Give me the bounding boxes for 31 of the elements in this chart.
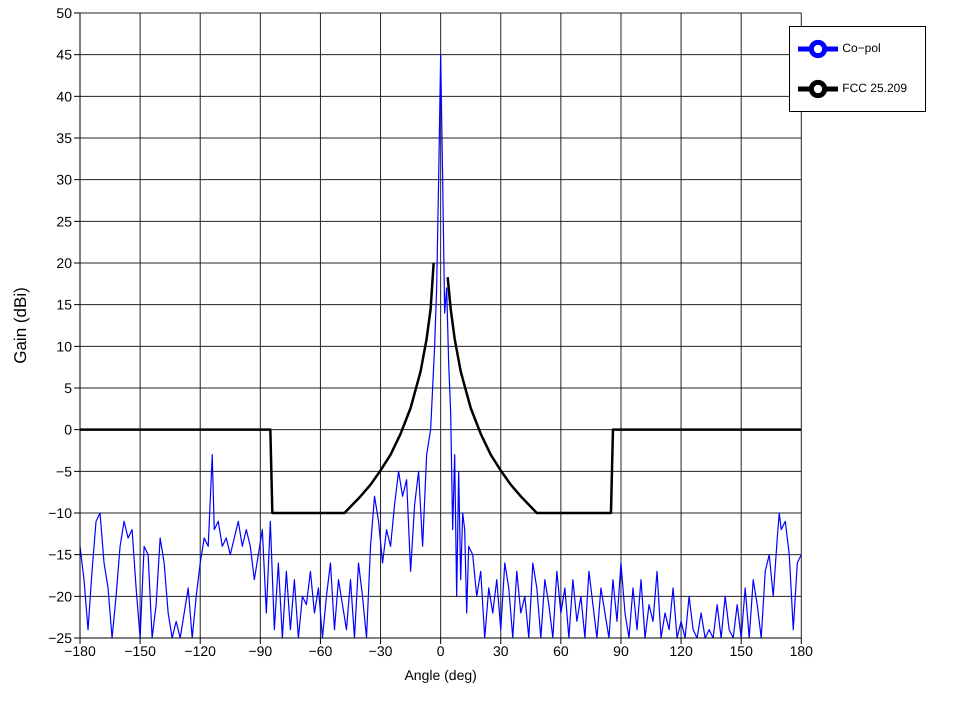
x-tick-label: −150 [124,642,156,659]
x-tick-label: 150 [730,642,754,659]
y-tick-label: 20 [56,254,72,271]
y-tick-label: 10 [56,338,72,354]
y-tick-label: 35 [56,130,72,146]
x-tick-label: 120 [669,642,693,659]
y-tick-label: 25 [56,213,72,230]
x-axis-title: Angle (deg) [404,667,477,683]
x-tick-label: 0 [436,642,445,659]
x-tick-label: 90 [613,642,629,659]
y-tick-label: 45 [56,46,72,63]
y-tick-label: 50 [56,4,72,21]
legend-label: Co−pol [842,41,881,56]
x-tick-label: 30 [492,642,509,659]
y-tick-label: −15 [48,546,72,563]
x-tick-label: −60 [308,642,333,659]
y-tick-label: −5 [56,463,72,480]
x-tick-label: −90 [248,642,272,659]
x-tick-label: 180 [790,642,814,659]
y-tick-label: 0 [64,422,72,438]
y-axis-title: Gain (dBi) [11,287,30,364]
legend-label: FCC 25.209 [842,81,907,96]
y-tick-label: 5 [64,380,72,396]
y-tick-label: 40 [56,88,72,104]
y-tick-label: 30 [56,172,72,188]
x-tick-label: −30 [368,642,393,659]
y-tick-label: −10 [48,504,72,521]
x-tick-label: 60 [553,642,569,659]
x-tick-label: −120 [184,642,216,659]
y-tick-label: 15 [56,296,72,313]
y-tick-label: −20 [48,588,72,604]
